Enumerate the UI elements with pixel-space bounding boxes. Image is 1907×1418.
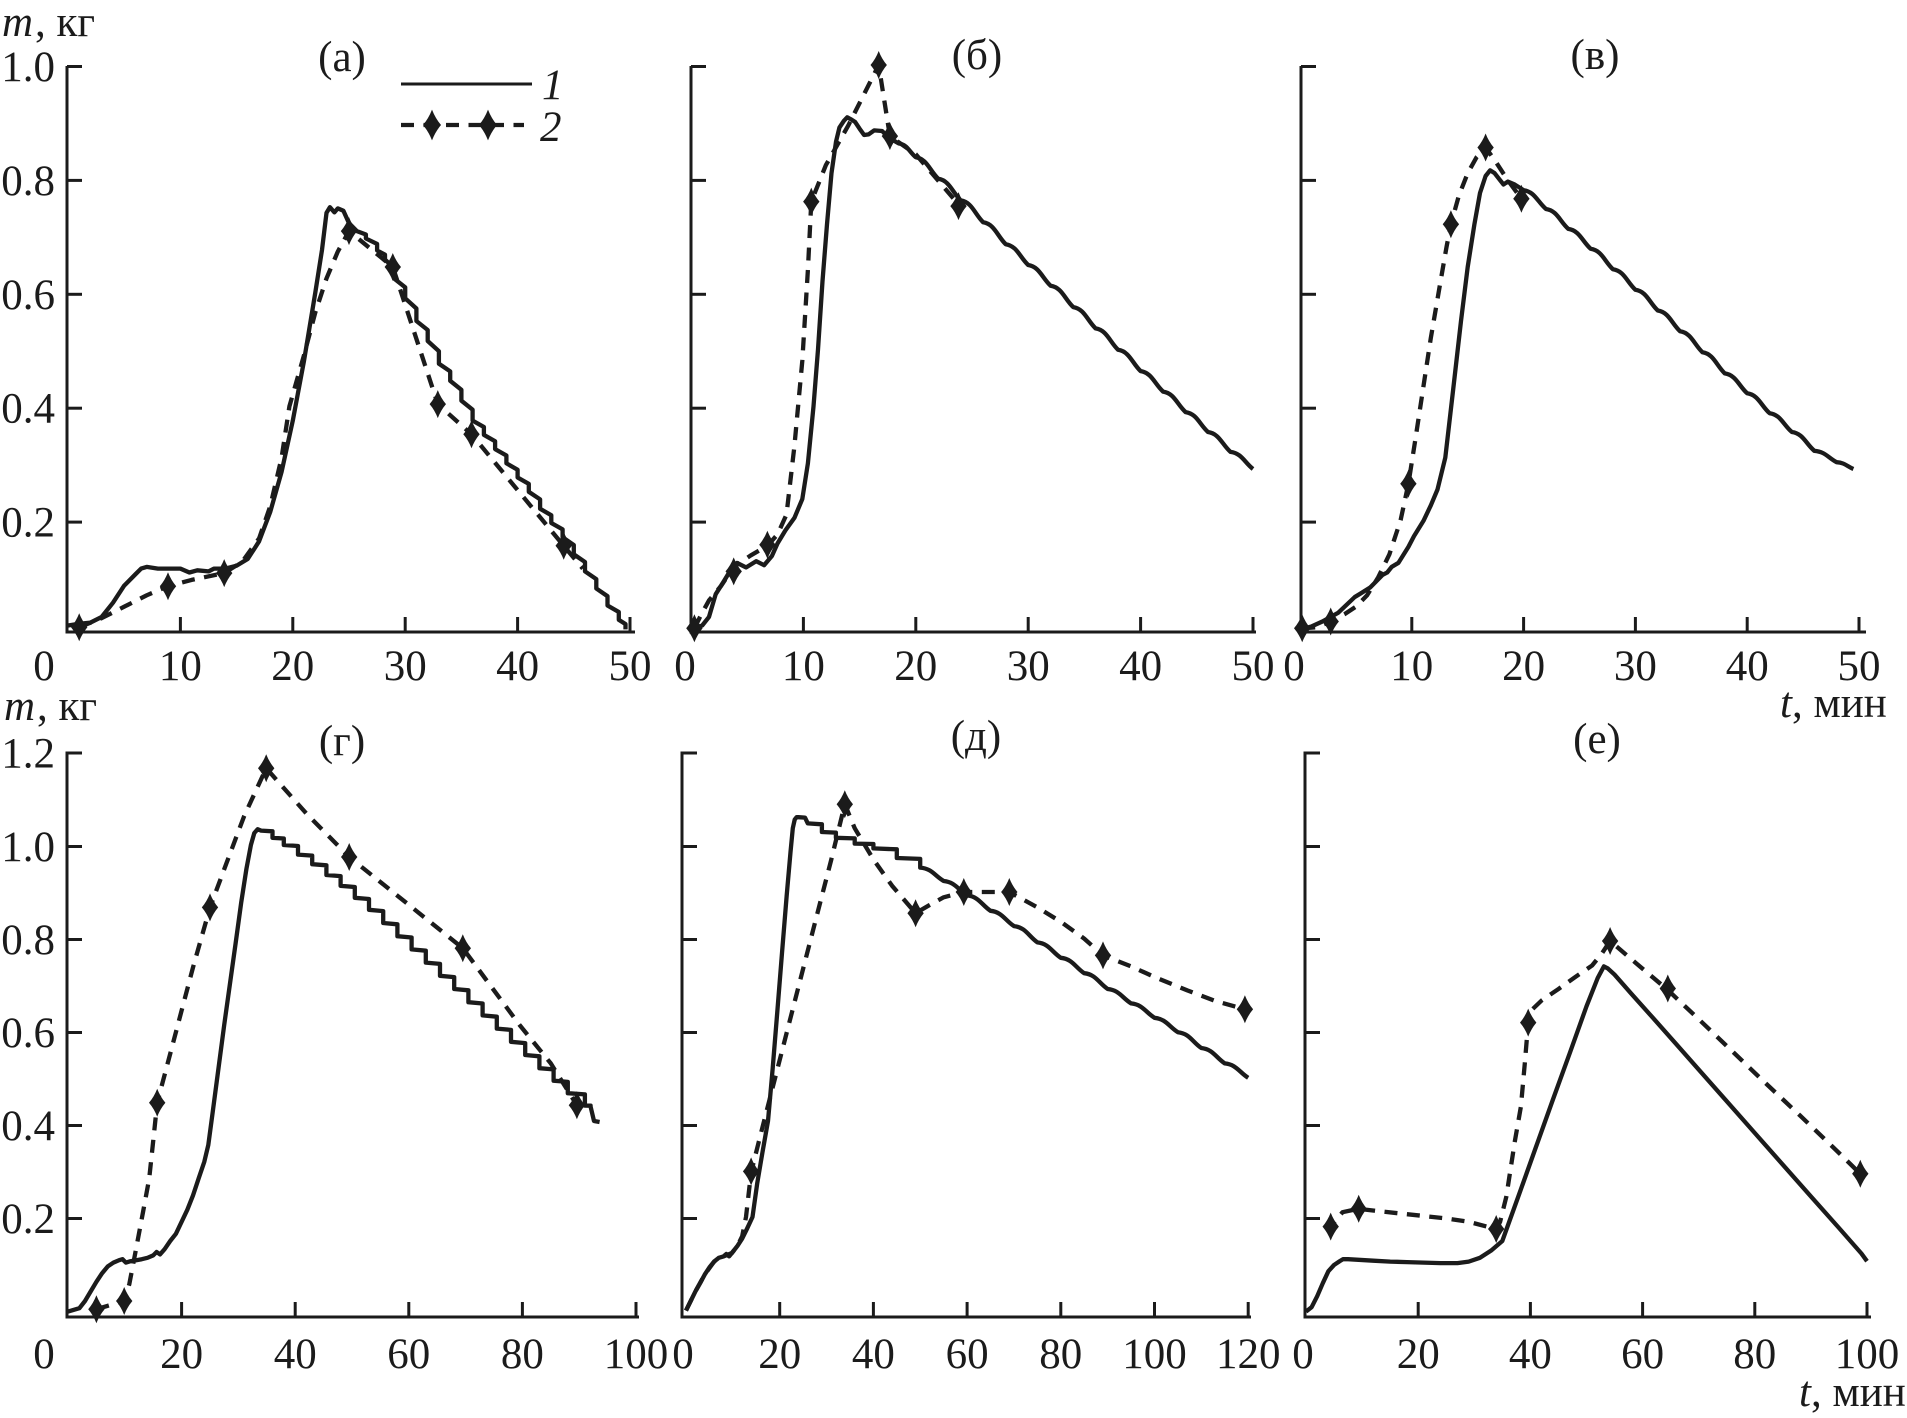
svg-text:60: 60 bbox=[946, 1331, 989, 1378]
svg-text:60: 60 bbox=[1621, 1331, 1664, 1378]
svg-text:0: 0 bbox=[1283, 643, 1305, 690]
svg-text:100: 100 bbox=[1835, 1331, 1900, 1378]
svg-text:40: 40 bbox=[274, 1331, 317, 1378]
svg-text:0.8: 0.8 bbox=[1, 158, 55, 205]
svg-text:20: 20 bbox=[1397, 1331, 1440, 1378]
svg-text:0.6: 0.6 bbox=[1, 272, 55, 319]
svg-text:40: 40 bbox=[1726, 643, 1769, 690]
svg-text:m: m bbox=[2, 0, 33, 46]
svg-text:100: 100 bbox=[1122, 1331, 1187, 1378]
svg-text:(а): (а) bbox=[318, 34, 366, 81]
svg-text:1.0: 1.0 bbox=[1, 824, 55, 871]
svg-text:50: 50 bbox=[1232, 643, 1275, 690]
svg-text:0.2: 0.2 bbox=[1, 1196, 55, 1243]
svg-text:40: 40 bbox=[852, 1331, 895, 1378]
svg-text:80: 80 bbox=[1039, 1331, 1082, 1378]
svg-text:40: 40 bbox=[1509, 1331, 1552, 1378]
svg-text:m: m bbox=[4, 683, 35, 730]
svg-text:40: 40 bbox=[1119, 643, 1162, 690]
svg-text:0.4: 0.4 bbox=[1, 386, 55, 433]
svg-text:20: 20 bbox=[894, 643, 937, 690]
svg-text:30: 30 bbox=[1007, 643, 1050, 690]
svg-text:0: 0 bbox=[33, 1331, 55, 1378]
svg-text:20: 20 bbox=[758, 1331, 801, 1378]
svg-text:0: 0 bbox=[33, 643, 55, 690]
svg-text:60: 60 bbox=[387, 1331, 430, 1378]
svg-text:(г): (г) bbox=[319, 718, 365, 765]
svg-text:0.6: 0.6 bbox=[1, 1010, 55, 1057]
svg-text:t: t bbox=[1780, 680, 1793, 727]
svg-text:40: 40 bbox=[496, 643, 539, 690]
svg-text:(е): (е) bbox=[1573, 716, 1621, 763]
svg-text:50: 50 bbox=[609, 643, 652, 690]
svg-text:0: 0 bbox=[1292, 1331, 1314, 1378]
svg-text:, кг: , кг bbox=[37, 683, 97, 730]
svg-text:t: t bbox=[1799, 1369, 1812, 1416]
svg-text:, мин: , мин bbox=[1811, 1369, 1906, 1416]
svg-text:1: 1 bbox=[542, 62, 564, 109]
svg-text:10: 10 bbox=[159, 643, 202, 690]
svg-text:(в): (в) bbox=[1571, 32, 1620, 79]
svg-text:, мин: , мин bbox=[1792, 680, 1887, 727]
svg-text:20: 20 bbox=[1502, 643, 1545, 690]
svg-text:100: 100 bbox=[604, 1331, 669, 1378]
svg-text:20: 20 bbox=[271, 643, 314, 690]
svg-text:30: 30 bbox=[1614, 643, 1657, 690]
svg-text:80: 80 bbox=[501, 1331, 544, 1378]
svg-text:30: 30 bbox=[384, 643, 427, 690]
svg-text:(б): (б) bbox=[952, 32, 1003, 79]
svg-text:0.4: 0.4 bbox=[1, 1103, 55, 1150]
svg-text:0.2: 0.2 bbox=[1, 500, 55, 547]
svg-text:0.8: 0.8 bbox=[1, 917, 55, 964]
svg-text:2: 2 bbox=[540, 104, 562, 151]
svg-text:120: 120 bbox=[1216, 1331, 1281, 1378]
svg-text:80: 80 bbox=[1733, 1331, 1776, 1378]
svg-text:(д): (д) bbox=[951, 713, 1002, 760]
svg-text:1.0: 1.0 bbox=[1, 44, 55, 91]
svg-text:, кг: , кг bbox=[35, 0, 95, 46]
svg-text:10: 10 bbox=[1390, 643, 1433, 690]
svg-text:50: 50 bbox=[1838, 643, 1881, 690]
svg-text:20: 20 bbox=[160, 1331, 203, 1378]
svg-text:0: 0 bbox=[672, 1331, 694, 1378]
svg-text:1.2: 1.2 bbox=[1, 731, 55, 778]
svg-text:0: 0 bbox=[674, 643, 696, 690]
svg-text:10: 10 bbox=[782, 643, 825, 690]
